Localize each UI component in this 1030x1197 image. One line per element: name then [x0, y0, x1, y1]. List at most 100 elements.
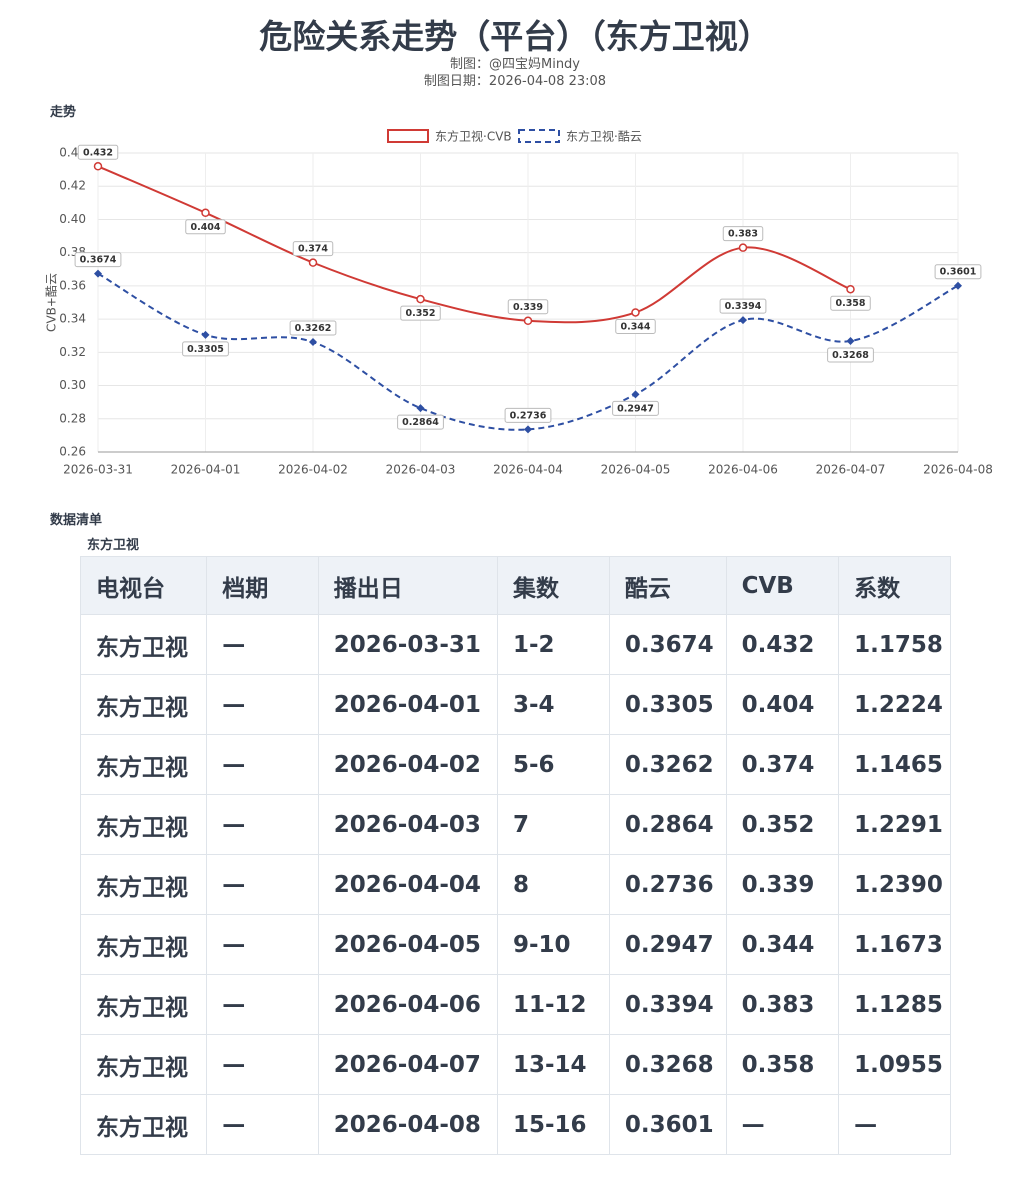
legend-label: 东方卫视·酷云 — [566, 129, 642, 144]
table-cell: 0.344 — [725, 914, 840, 975]
table-cell: 1.1673 — [838, 914, 951, 975]
data-label: 0.2864 — [402, 417, 439, 428]
table-cell: — — [206, 1094, 319, 1155]
table-cell: 0.3305 — [608, 674, 727, 735]
data-label-box — [185, 219, 226, 235]
data-table: 电视台 档期 播出日 集数 酷云 CVB 系数 东方卫视 —2026-03-31 1-2 0.367… — [79, 556, 951, 1155]
table-cell: 1.2390 — [838, 854, 951, 915]
data-label: 0.3262 — [295, 323, 332, 334]
table-cell: 2026-03-31 — [317, 614, 498, 675]
data-label-box — [397, 414, 444, 430]
table-row: 东方卫视 —2026-04-01 3-4 0.3305 0.404 1.2224 — [79, 674, 951, 735]
table-cell: 东方卫视 — [79, 734, 208, 795]
table-row: 东方卫视 —2026-04-02 5-6 0.3262 0.374 1.1465 — [79, 734, 951, 795]
legend-label: 东方卫视·CVB — [435, 129, 512, 144]
table-cell: — — [206, 1034, 319, 1095]
data-label-box — [615, 318, 656, 334]
table-cell: 1-2 — [496, 614, 610, 675]
section-title: 走势 — [50, 105, 77, 120]
table-row: 东方卫视 —2026-04-05 9-10 0.2947 0.344 1.1673 — [79, 914, 951, 975]
table-cell: 0.432 — [725, 614, 840, 675]
data-label: 0.3268 — [832, 350, 869, 361]
point — [308, 258, 318, 267]
y-axis-label: CVB+酷云 — [45, 273, 59, 332]
y-tick-label: 0.36 — [59, 278, 86, 292]
table-cell: — — [206, 914, 319, 975]
table-cell: 0.3601 — [608, 1094, 727, 1155]
table-cell: 2026-04-06 — [317, 974, 498, 1035]
table-cell: 0.2736 — [608, 854, 727, 915]
point — [94, 269, 102, 278]
table-row: 东方卫视 —2026-03-31 1-2 0.3674 0.432 1.1758 — [79, 614, 951, 675]
x-tick-label: 2026-04-06 — [708, 463, 778, 477]
header-cell: 集数 — [496, 556, 610, 615]
table-cell: 0.374 — [725, 734, 840, 795]
x-tick-label: 2026-04-08 — [923, 463, 993, 477]
data-label-box — [934, 264, 982, 280]
data-label: 0.3305 — [187, 344, 224, 355]
table-cell: 0.3262 — [608, 734, 727, 795]
table-cell: 0.3268 — [608, 1034, 727, 1095]
table-cell: 0.2864 — [608, 794, 727, 855]
x-tick-label: 2026-04-05 — [601, 463, 671, 477]
table-cell: 1.1285 — [838, 974, 951, 1035]
table-cell: 2026-04-05 — [317, 914, 498, 975]
y-tick-label: 0.28 — [59, 411, 86, 425]
table-cell: 东方卫视 — [79, 1094, 208, 1155]
table-cell: 东方卫视 — [79, 674, 208, 735]
point — [738, 243, 748, 252]
table-cell: 8 — [496, 854, 610, 915]
table-cell: — — [206, 794, 319, 855]
x-tick-label: 2026-04-02 — [278, 463, 348, 477]
data-label-box — [830, 295, 871, 311]
y-tick-label: 0.42 — [59, 179, 86, 193]
data-label-box — [74, 252, 122, 268]
data-label-box — [827, 347, 874, 363]
x-tick-label: 2026-04-03 — [386, 463, 456, 477]
table-cell: — — [206, 974, 319, 1035]
table-cell: 1.2291 — [838, 794, 951, 855]
point — [523, 316, 533, 326]
legend-swatch — [387, 129, 429, 143]
table-cell: 9-10 — [496, 914, 610, 975]
legend-item: 东方卫视·CVB — [387, 129, 512, 144]
table-cell: 0.383 — [725, 974, 840, 1035]
y-tick-label: 0.32 — [59, 345, 86, 359]
table-row: 东方卫视 —2026-04-06 11-12 0.3394 0.383 1.1285 — [79, 974, 951, 1035]
x-tick-label: 2026-04-04 — [493, 463, 563, 477]
table-cell: 11-12 — [496, 974, 610, 1035]
header-cell: 播出日 — [317, 556, 498, 615]
data-label-box — [292, 241, 334, 257]
point — [846, 284, 855, 294]
table-cell: 0.339 — [725, 854, 840, 915]
data-label-box — [612, 400, 659, 416]
data-label-box — [77, 144, 119, 160]
data-label: 0.352 — [405, 308, 435, 319]
y-tick-label: 0.40 — [59, 212, 86, 226]
table-cell: 东方卫视 — [79, 974, 208, 1035]
table-cell: 15-16 — [496, 1094, 610, 1155]
table-row: 东方卫视 —2026-04-04 8 0.2736 0.339 1.2390 — [79, 854, 951, 915]
table-cell: — — [838, 1094, 951, 1155]
data-label: 0.3674 — [80, 255, 117, 266]
table-cell: 1.1758 — [838, 614, 951, 675]
table-cell: — — [206, 614, 319, 675]
table-cell: 0.358 — [725, 1034, 840, 1095]
header-cell: 酷云 — [608, 556, 727, 615]
table-cell: 2026-04-03 — [317, 794, 498, 855]
table-cell: 0.404 — [725, 674, 840, 735]
table-cell: — — [206, 854, 319, 915]
data-label: 0.374 — [298, 244, 328, 255]
data-label: 0.383 — [728, 229, 758, 240]
point — [201, 208, 210, 218]
data-label-box — [400, 305, 441, 321]
table-cell: 5-6 — [496, 734, 610, 795]
table-cell: 东方卫视 — [79, 794, 208, 855]
data-label: 0.344 — [620, 321, 650, 332]
data-label: 0.339 — [513, 302, 543, 313]
header-row: 电视台 档期 播出日 集数 酷云 CVB 系数 — [79, 556, 951, 615]
x-tick-label: 2026-03-31 — [63, 463, 133, 477]
data-label: 0.404 — [190, 222, 220, 233]
point — [954, 281, 962, 290]
section-title: 数据清单 — [50, 513, 103, 528]
